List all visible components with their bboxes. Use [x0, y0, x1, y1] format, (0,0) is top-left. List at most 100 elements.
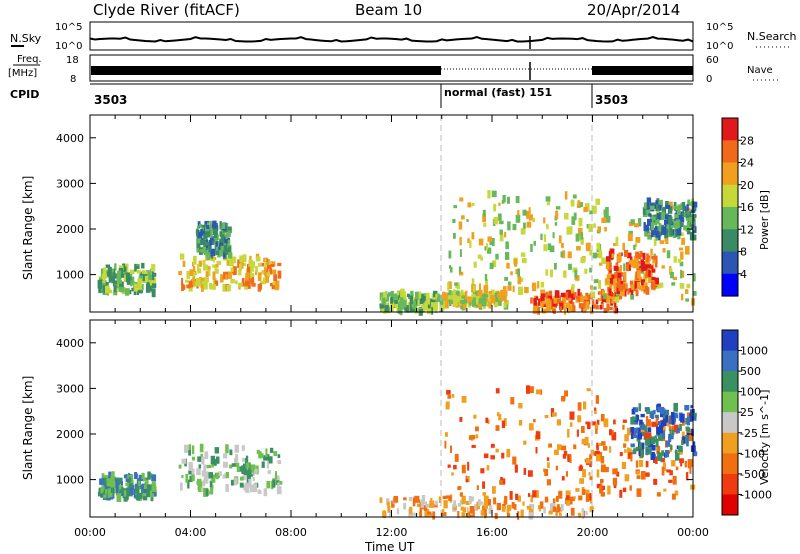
data-cell: [684, 405, 690, 411]
data-cell: [265, 259, 270, 265]
data-cell: [685, 210, 689, 218]
data-cell: [545, 302, 551, 312]
data-cell: [484, 246, 488, 251]
data-cell: [479, 295, 485, 300]
data-cell: [391, 500, 395, 508]
data-cell: [585, 301, 590, 310]
data-cell: [218, 471, 222, 476]
data-cell: [612, 468, 618, 475]
data-cell: [630, 427, 635, 433]
data-cell: [592, 205, 597, 214]
data-cell: [194, 281, 197, 286]
data-cell: [646, 449, 650, 453]
data-cell: [394, 293, 399, 297]
data-cell: [562, 297, 567, 304]
data-cell: [686, 204, 689, 213]
data-cell: [596, 253, 599, 258]
data-cell: [150, 268, 154, 274]
data-cell: [627, 252, 632, 259]
data-cell: [495, 425, 500, 431]
data-cell: [670, 271, 674, 279]
data-cell: [679, 423, 682, 431]
data-cell: [692, 451, 698, 457]
data-cell: [100, 487, 104, 494]
data-cell: [151, 288, 156, 298]
data-cell: [125, 263, 129, 273]
data-cell: [235, 280, 238, 285]
data-cell: [571, 284, 575, 291]
data-cell: [469, 240, 472, 248]
data-cell: [651, 445, 656, 451]
data-cell: [661, 206, 666, 216]
data-cell: [205, 241, 210, 246]
data-cell: [577, 200, 581, 206]
data-cell: [405, 305, 409, 313]
data-cell: [478, 238, 484, 246]
data-cell: [457, 486, 460, 491]
data-cell: [584, 436, 589, 445]
data-cell: [585, 242, 591, 252]
data-cell: [106, 487, 109, 494]
data-cell: [689, 231, 695, 241]
data-cell: [545, 301, 551, 307]
data-cell: [538, 507, 541, 512]
data-cell: [570, 507, 575, 516]
data-cell: [552, 498, 556, 506]
data-cell: [602, 294, 607, 300]
data-cell: [131, 487, 134, 495]
data-cell: [645, 224, 649, 231]
data-cell: [588, 224, 593, 232]
data-cell: [451, 472, 454, 476]
data-cell: [255, 266, 258, 273]
data-cell: [113, 488, 118, 494]
data-cell: [615, 262, 619, 266]
data-cell: [607, 262, 612, 271]
data-cell: [528, 207, 531, 215]
data-cell: [407, 302, 411, 306]
data-cell: [651, 276, 656, 283]
data-cell: [478, 499, 481, 507]
data-cell: [381, 307, 386, 312]
data-cell: [687, 228, 691, 235]
data-cell: [134, 473, 138, 479]
data-cell: [196, 284, 199, 289]
data-cell: [439, 298, 445, 305]
data-cell: [658, 199, 663, 209]
data-cell: [646, 419, 651, 427]
data-cell: [478, 289, 483, 293]
data-cell: [589, 267, 593, 273]
data-cell: [669, 268, 673, 273]
data-cell: [108, 492, 113, 498]
data-cell: [236, 466, 240, 472]
data-cell: [498, 213, 502, 221]
data-cell: [664, 450, 669, 458]
data-cell: [532, 305, 538, 314]
data-cell: [576, 429, 579, 437]
data-cell: [400, 305, 405, 310]
data-cell: [624, 449, 627, 453]
data-cell: [566, 495, 570, 500]
data-cell: [657, 420, 661, 426]
power-y-ticks: 1000 2000 3000 4000: [56, 132, 693, 282]
colorbar-tick-label: 4: [740, 268, 747, 281]
data-cell: [544, 415, 549, 419]
data-cell: [100, 282, 105, 289]
data-cell: [506, 262, 510, 269]
data-cell: [186, 271, 191, 279]
data-cell: [150, 493, 155, 497]
data-cell: [600, 479, 603, 484]
data-cell: [249, 270, 252, 279]
y-tick-label: 4000: [56, 337, 84, 350]
data-cell: [471, 435, 475, 440]
data-cell: [541, 308, 547, 314]
data-cell: [252, 477, 255, 482]
freq-tick-bottom: 8: [70, 74, 76, 85]
data-cell: [130, 280, 133, 287]
data-cell: [665, 235, 669, 244]
data-cell: [640, 471, 646, 480]
data-cell: [578, 202, 584, 207]
power-panel: 1000 2000 3000 4000 Slant Range [km] 4 8 12 16…: [21, 114, 771, 316]
data-cell: [434, 503, 438, 508]
colorbar-tick-label: 25: [740, 406, 754, 419]
data-cell: [541, 294, 544, 303]
